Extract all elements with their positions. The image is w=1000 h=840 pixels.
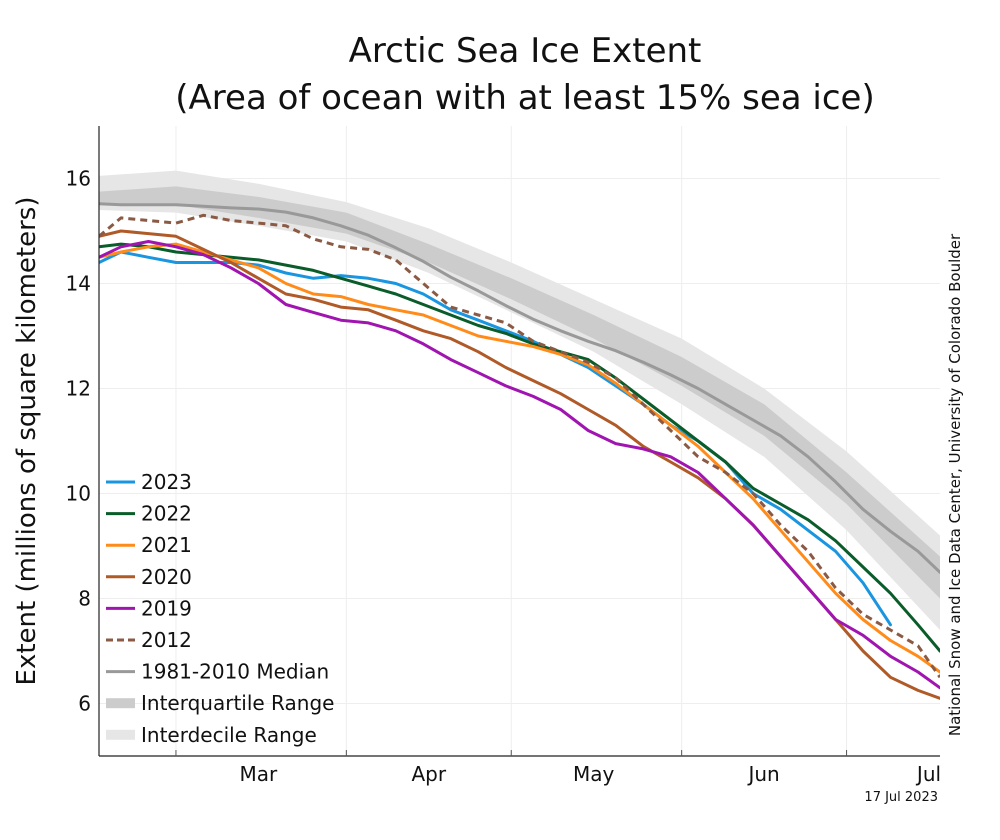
date-label: 17 Jul 2023	[864, 790, 938, 805]
series-line-2019	[99, 240, 940, 690]
legend-item: 2021	[106, 533, 192, 557]
legend-item: Interdecile Range	[106, 723, 317, 747]
legend-label: 1981-2010 Median	[141, 660, 329, 684]
legend-label: 2012	[141, 628, 192, 652]
legend-item: 2012	[106, 628, 192, 652]
chart-title-line2: (Area of ocean with at least 15% sea ice…	[175, 78, 874, 118]
y-tick-label: 12	[66, 377, 91, 401]
y-tick-label: 14	[66, 272, 91, 296]
y-tick-label: 16	[66, 167, 91, 191]
legend-label: Interdecile Range	[141, 723, 317, 747]
x-tick-label: Mar	[240, 762, 279, 786]
legend-item: Interquartile Range	[106, 691, 334, 715]
series-line-2022	[99, 242, 940, 653]
chart-title-line1: Arctic Sea Ice Extent	[349, 31, 702, 71]
legend-label: Interquartile Range	[141, 691, 334, 715]
legend-swatch	[106, 729, 135, 740]
x-tick-label: Apr	[411, 762, 446, 786]
legend-item: 2023	[106, 470, 192, 494]
x-tick-label: May	[573, 762, 615, 786]
x-tick-label: Jul	[915, 762, 941, 786]
legend-item: 1981-2010 Median	[106, 660, 329, 684]
legend-label: 2019	[141, 596, 192, 620]
data-layer	[99, 170, 940, 700]
legend-item: 2022	[106, 502, 192, 526]
series-line-1981-2010-median	[99, 202, 940, 574]
legend-label: 2023	[141, 470, 192, 494]
legend-item: 2020	[106, 565, 192, 589]
y-tick-label: 6	[78, 692, 91, 716]
series-line-2021	[99, 242, 940, 674]
y-axis-label: Extent (millions of square kilometers)	[12, 197, 42, 686]
band-interdecile-range	[99, 170, 940, 630]
legend-item: 2019	[106, 596, 192, 620]
legend-label: 2021	[141, 533, 192, 557]
x-tick-label: Jun	[746, 762, 779, 786]
legend-label: 2020	[141, 565, 192, 589]
credit-text: National Snow and Ice Data Center, Unive…	[946, 233, 964, 736]
legend-label: 2022	[141, 502, 192, 526]
plot-area: 6 8 10 12 14 16 Mar Apr May Jun Jul 2023 2022 2021 202…	[66, 126, 941, 786]
y-tick-label: 10	[66, 482, 91, 506]
legend-swatch	[106, 698, 135, 709]
series-line-2012	[99, 213, 940, 679]
series-line-2023	[99, 250, 892, 627]
y-tick-label: 8	[78, 587, 91, 611]
